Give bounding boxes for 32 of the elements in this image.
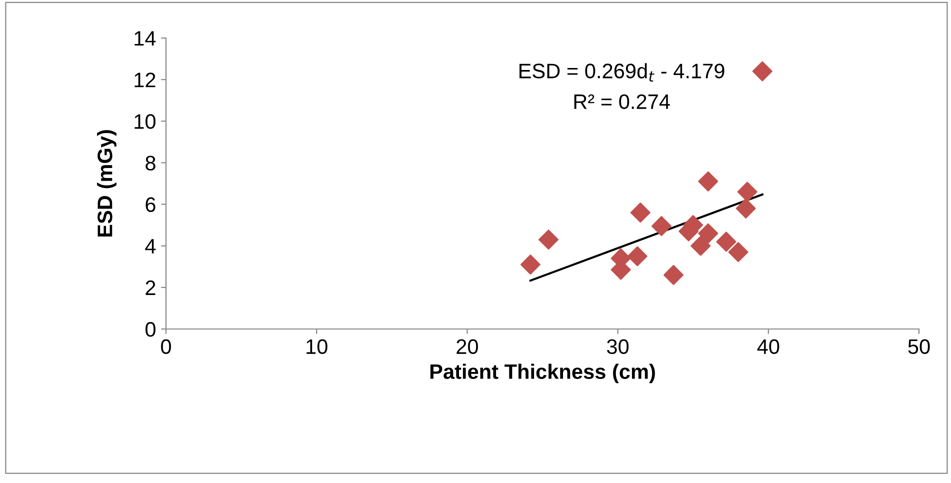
y-tick-label: 10 <box>134 114 156 129</box>
y-tick-label: 2 <box>146 280 156 295</box>
point <box>752 61 772 82</box>
point <box>627 246 648 266</box>
annotation: R² = 0.274 <box>574 94 670 110</box>
x-tick-label: 40 <box>757 339 780 354</box>
x-tick-label: 30 <box>607 339 629 354</box>
y-tick-label: 4 <box>145 239 156 254</box>
annotation: ESD = 0.269d$_{t}$ - 4.179 <box>520 63 724 82</box>
point <box>664 264 684 285</box>
point <box>520 254 540 275</box>
point <box>698 171 718 192</box>
point <box>630 202 650 223</box>
y-axis-title: ESD (mGy) <box>97 130 116 237</box>
y-tick-label: 12 <box>134 72 156 88</box>
y-tick-label: 0 <box>146 322 156 337</box>
point <box>651 216 672 236</box>
point <box>728 242 748 262</box>
point <box>690 236 711 256</box>
y-tick-label: 8 <box>146 156 156 170</box>
point <box>736 198 756 218</box>
y-tick-label: 14 <box>134 31 156 46</box>
x-tick-label: 50 <box>908 339 930 354</box>
x-tick-label: 0 <box>161 339 171 354</box>
x-tick-label: 20 <box>456 339 478 354</box>
x-axis-title: Patient Thickness (cm) <box>430 364 655 384</box>
point <box>698 223 718 244</box>
point <box>737 182 758 202</box>
x-tick-label: 10 <box>306 339 328 354</box>
y-tick-label: 6 <box>146 197 156 212</box>
point <box>538 230 559 250</box>
point <box>716 232 736 252</box>
